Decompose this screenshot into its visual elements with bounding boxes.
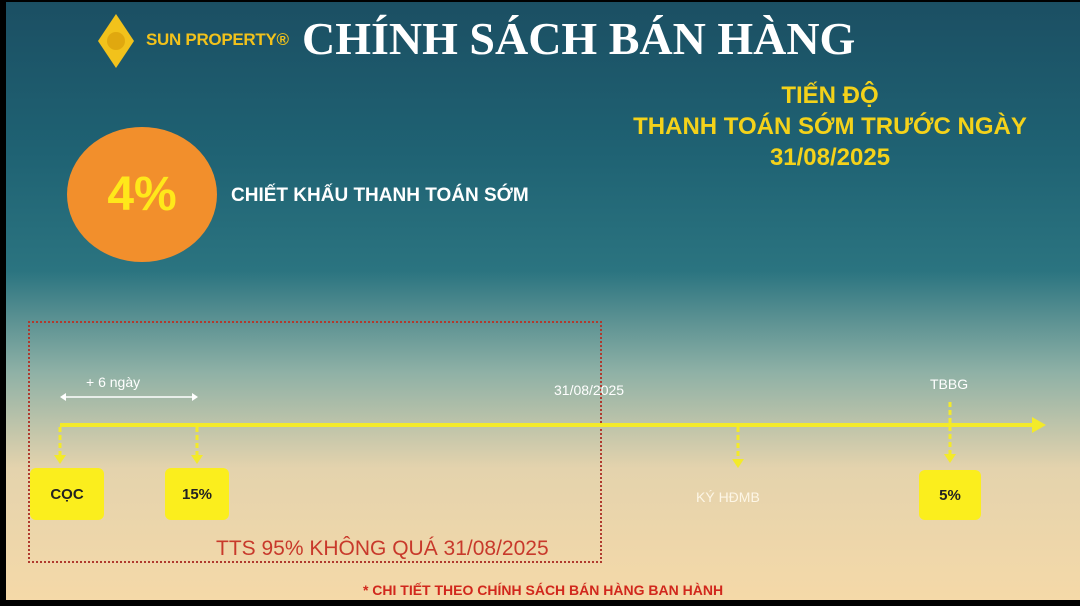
slide: SUN PROPERTY® CHÍNH SÁCH BÁN HÀNG TIẾN Đ… <box>6 2 1080 600</box>
arrowhead-coc <box>54 455 66 464</box>
milestone-5-percent: 5% <box>919 470 981 520</box>
subtitle-line-3: 31/08/2025 <box>769 144 891 171</box>
subtitle-line-2: THANH TOÁN SỚM TRƯỚC NGÀY <box>633 113 1027 140</box>
brand-name: SUN PROPERTY® <box>146 30 289 49</box>
milestone-15-percent: 15% <box>165 468 229 520</box>
milestone-ky-hdmb: KÝ HĐMB <box>696 489 760 505</box>
arrowhead-15 <box>191 455 203 464</box>
arrowhead-hdmb <box>732 459 744 468</box>
tbbg-label: TBBG <box>930 376 969 392</box>
subtitle-line-1: TIẾN ĐỘ <box>781 82 879 109</box>
page-title: CHÍNH SÁCH BÁN HÀNG <box>302 13 856 64</box>
interval-arrow <box>60 393 198 401</box>
interval-label: + 6 ngày <box>86 374 141 390</box>
subtitle: TIẾN ĐỘ THANH TOÁN SỚM TRƯỚC NGÀY 31/08/… <box>600 80 1060 173</box>
timeline-axis <box>60 417 1046 433</box>
discount-label: CHIẾT KHẤU THANH TOÁN SỚM <box>231 185 529 206</box>
discount-badge: 4% <box>67 127 217 262</box>
early-payment-box <box>28 321 602 563</box>
timeline-graphics <box>54 393 1046 468</box>
sun-property-logo-icon <box>98 14 134 68</box>
milestone-coc: CỌC <box>30 468 104 520</box>
box-caption: TTS 95% KHÔNG QUÁ 31/08/2025 <box>216 537 549 560</box>
deadline-label: 31/08/2025 <box>554 382 625 398</box>
arrowhead-5 <box>944 454 956 463</box>
footnote: * CHI TIẾT THEO CHÍNH SÁCH BÁN HÀNG BAN … <box>362 582 724 598</box>
